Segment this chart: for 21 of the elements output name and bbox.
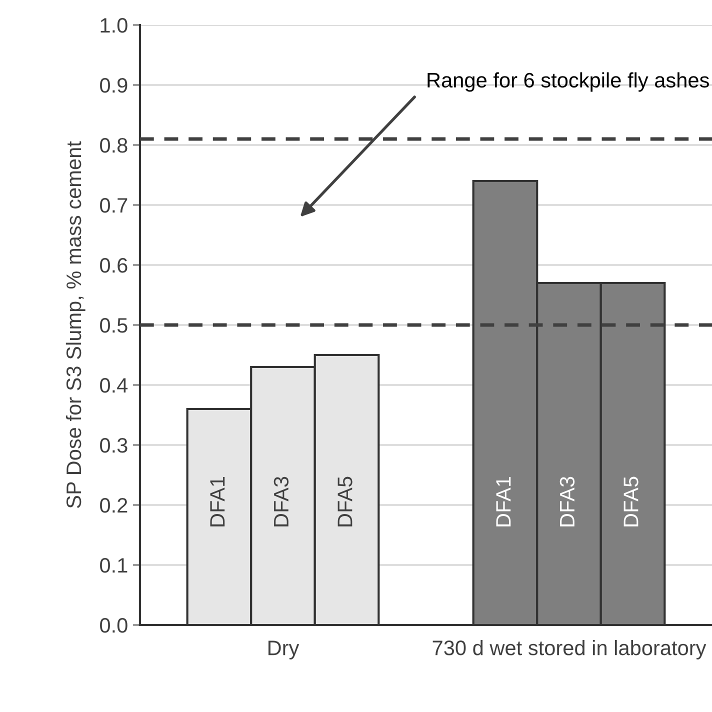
annotation: Range for 6 stockpile fly ashes <box>428 72 709 92</box>
text: DFA5 <box>624 476 638 526</box>
series-label: DFA3 <box>274 476 289 526</box>
y-tick-label: 0.1 <box>100 558 128 573</box>
y-axis-title: SP Dose for S3 Slump, % mass cement <box>66 141 86 508</box>
y-tick-label: 1.0 <box>100 18 128 33</box>
text: DFA3 <box>560 476 575 526</box>
y-tick-label: 0.2 <box>100 498 128 513</box>
y-tick-label: 0.8 <box>100 138 128 153</box>
x-tick-label: 730 d wet stored in laboratory <box>432 640 706 660</box>
series-label: DFA5 <box>338 476 352 526</box>
y-tick-label: 0.4 <box>100 378 128 393</box>
y-tick-label: 0.9 <box>100 78 128 93</box>
y-tick-label: 0.3 <box>100 438 128 453</box>
x-tick-label: Dry <box>268 640 300 660</box>
y-tick-label: 0.0 <box>100 618 128 633</box>
series-label: DFA1 <box>210 476 225 526</box>
y-tick-label: 0.6 <box>100 258 128 273</box>
y-tick-label: 0.5 <box>100 318 128 333</box>
text: DFA1 <box>496 476 511 526</box>
y-tick-label: 0.7 <box>100 198 128 213</box>
